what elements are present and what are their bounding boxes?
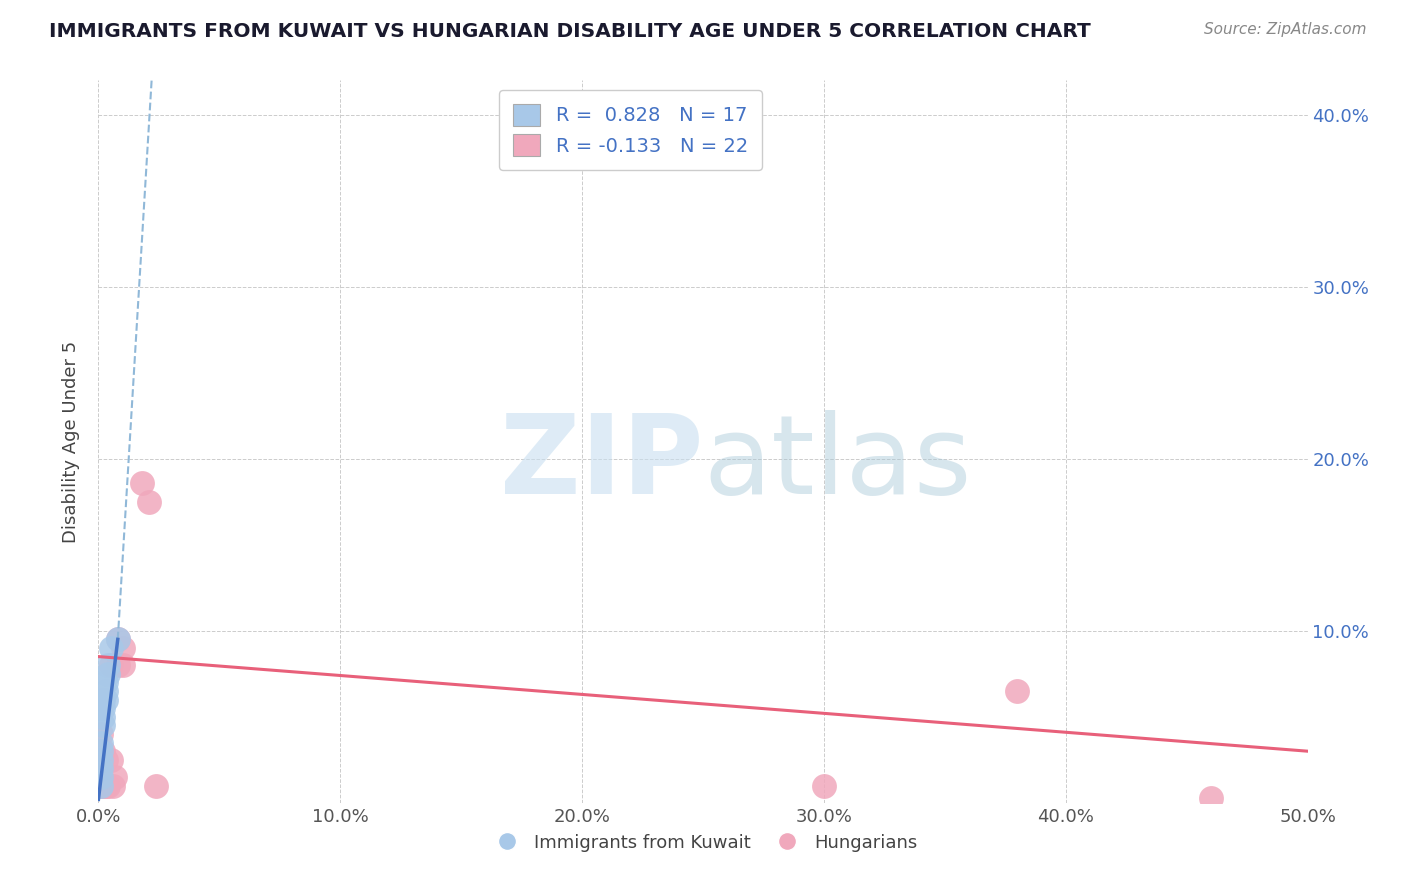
- Point: [91, 779, 114, 793]
- Point: [97, 666, 120, 681]
- Point: [94, 779, 117, 793]
- Point: [813, 779, 835, 793]
- Text: atlas: atlas: [703, 409, 972, 516]
- Point: [90, 753, 112, 767]
- Point: [91, 701, 114, 715]
- Legend: Immigrants from Kuwait, Hungarians: Immigrants from Kuwait, Hungarians: [482, 826, 924, 859]
- Point: [100, 640, 122, 655]
- Point: [91, 744, 114, 758]
- Point: [138, 494, 160, 508]
- Point: [107, 632, 129, 647]
- Point: [90, 727, 112, 741]
- Point: [94, 675, 117, 690]
- Point: [97, 658, 120, 673]
- Point: [100, 753, 122, 767]
- Point: [91, 710, 114, 724]
- Point: [90, 753, 112, 767]
- Point: [97, 779, 120, 793]
- Point: [111, 640, 134, 655]
- Point: [90, 735, 112, 749]
- Point: [90, 779, 112, 793]
- Point: [91, 718, 114, 732]
- Point: [1199, 790, 1222, 805]
- Point: [90, 761, 112, 775]
- Point: [90, 770, 112, 784]
- Point: [107, 632, 129, 647]
- Point: [90, 744, 112, 758]
- Point: [1007, 684, 1029, 698]
- Text: Source: ZipAtlas.com: Source: ZipAtlas.com: [1204, 22, 1367, 37]
- Point: [104, 770, 127, 784]
- Text: ZIP: ZIP: [499, 409, 703, 516]
- Point: [131, 475, 153, 490]
- Point: [94, 753, 117, 767]
- Point: [90, 779, 112, 793]
- Point: [101, 779, 124, 793]
- Point: [91, 692, 114, 706]
- Point: [94, 684, 117, 698]
- Point: [111, 658, 134, 673]
- Point: [94, 692, 117, 706]
- Point: [100, 658, 122, 673]
- Point: [145, 779, 167, 793]
- Y-axis label: Disability Age Under 5: Disability Age Under 5: [62, 341, 80, 542]
- Point: [107, 658, 129, 673]
- Text: IMMIGRANTS FROM KUWAIT VS HUNGARIAN DISABILITY AGE UNDER 5 CORRELATION CHART: IMMIGRANTS FROM KUWAIT VS HUNGARIAN DISA…: [49, 22, 1091, 41]
